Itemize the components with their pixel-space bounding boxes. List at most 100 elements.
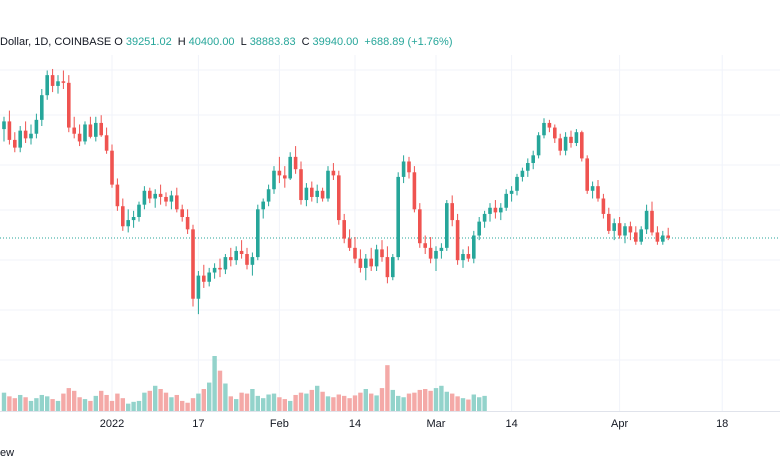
candle-body	[61, 81, 66, 83]
volume-bar	[336, 394, 341, 411]
candle	[272, 166, 276, 194]
footer-partial-text: ew	[0, 447, 15, 459]
candle	[488, 203, 492, 222]
volume-bar	[39, 394, 44, 411]
volume-bar	[120, 398, 125, 411]
volume-bar	[266, 394, 271, 411]
candle-body	[596, 186, 600, 199]
candle-body	[142, 190, 147, 205]
candle-body	[418, 209, 422, 244]
candle	[72, 116, 76, 139]
candle-body	[617, 223, 622, 236]
volume-bar	[153, 385, 158, 411]
candle	[277, 156, 282, 184]
candle	[180, 204, 184, 222]
volume-bar	[255, 395, 260, 411]
volume-bar	[196, 393, 201, 411]
volume-bar	[455, 396, 460, 411]
candle-body	[272, 170, 276, 190]
candle-body	[88, 124, 93, 137]
volume-bar	[374, 395, 379, 411]
candle	[158, 184, 163, 205]
volume-bar	[325, 396, 331, 411]
candle-body	[115, 184, 120, 207]
candle	[639, 226, 643, 245]
candle	[283, 166, 287, 188]
candle	[644, 204, 649, 234]
candle-body	[558, 138, 562, 151]
candle	[229, 247, 233, 267]
candle-body	[304, 187, 309, 201]
candle	[250, 252, 255, 276]
volume-bar	[369, 393, 374, 411]
candle	[288, 152, 292, 180]
candle-body	[542, 122, 546, 136]
volume-bar	[271, 393, 277, 411]
volume-bar	[201, 389, 206, 411]
candle	[315, 184, 319, 204]
volume-bar	[277, 397, 282, 411]
candle-body	[504, 193, 508, 208]
candle-body	[50, 75, 55, 86]
candle	[83, 121, 87, 145]
candle-body	[412, 172, 417, 210]
candle	[536, 132, 541, 159]
symbol-text: Dollar, 1D, COINBASE	[0, 36, 112, 48]
volume-bar	[450, 393, 455, 411]
candle	[342, 213, 346, 244]
candle	[374, 244, 379, 271]
candle-body	[148, 190, 152, 199]
volume-bar	[417, 389, 422, 411]
candle-body	[601, 198, 606, 214]
candle	[380, 240, 384, 262]
volume-bar	[482, 395, 487, 411]
candle-body	[326, 170, 330, 199]
candle	[617, 217, 622, 239]
candle-body	[423, 243, 427, 248]
candle-body	[2, 121, 6, 130]
candle-body	[520, 170, 525, 177]
volume-bar	[396, 395, 401, 411]
candle	[428, 237, 433, 264]
candle-body	[553, 127, 557, 139]
x-tick-label: Apr	[611, 418, 628, 430]
volume-bar	[23, 397, 28, 411]
candle-body	[256, 209, 260, 258]
volume-bar	[18, 394, 23, 411]
candle	[121, 198, 125, 231]
candle-body	[396, 176, 400, 258]
volume-bar	[174, 394, 179, 411]
candle	[131, 210, 136, 228]
volume-bar	[234, 399, 239, 411]
volume-bar	[28, 400, 34, 411]
candle-body	[315, 190, 319, 197]
candle	[239, 240, 244, 259]
volume-bar	[217, 370, 223, 411]
candle-body	[196, 275, 201, 299]
candle	[245, 247, 249, 270]
candle	[650, 201, 654, 236]
volume-bar	[352, 395, 358, 411]
candle	[472, 230, 476, 264]
candle	[493, 200, 498, 219]
candle	[439, 243, 444, 259]
x-tick-label: 17	[192, 418, 204, 430]
candle-body	[466, 254, 471, 259]
volume-bar	[471, 394, 476, 411]
volume-bar	[288, 400, 293, 411]
volume-bar	[358, 392, 363, 411]
candle-body	[590, 186, 595, 191]
candle-body	[509, 190, 514, 194]
candle	[34, 113, 39, 139]
volume-bar	[50, 399, 55, 411]
candle	[110, 144, 114, 188]
candle	[353, 237, 357, 264]
volume-bar	[45, 396, 50, 411]
change-readout: +688.89 (+1.76%)	[364, 36, 453, 48]
candle	[234, 246, 238, 265]
candle-body	[250, 257, 255, 265]
volume-bar	[212, 356, 217, 411]
candle	[574, 129, 579, 147]
candle-body	[369, 258, 373, 267]
